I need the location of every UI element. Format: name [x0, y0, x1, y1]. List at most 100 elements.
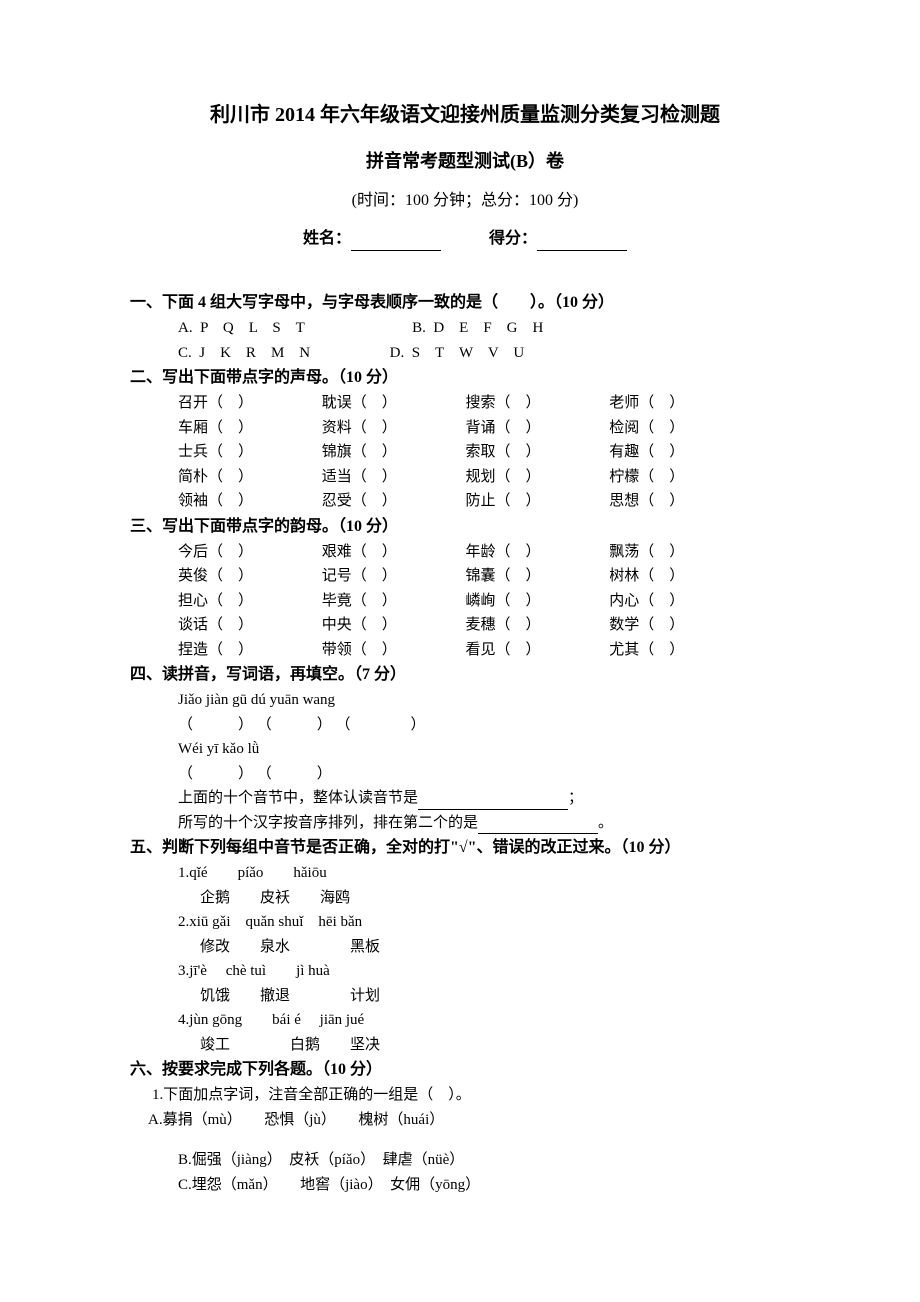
q4-heading: 四、读拼音，写词语，再填空。（7 分） — [130, 663, 800, 687]
q2-word: 检阅（ ） — [609, 417, 684, 440]
q2-word: 简朴（ ） — [178, 466, 318, 489]
q2-word: 士兵（ ） — [178, 441, 318, 464]
q2-word: 规划（ ） — [466, 466, 606, 489]
q4-pinyin: yuān wang — [270, 692, 335, 708]
q2-word: 锦旗（ ） — [322, 441, 462, 464]
q5-heading: 五、判断下列每组中音节是否正确，全对的打"√"、错误的改正过来。（10 分） — [130, 836, 800, 860]
q2-row: 士兵（ ） 锦旗（ ） 索取（ ） 有趣（ ） — [130, 441, 800, 464]
q4-line1-text: 上面的十个音节中，整体认读音节是 — [178, 790, 418, 806]
q4-pinyin: kǎo lǜ — [222, 741, 259, 757]
q4-pinyin: Jiǎo jiàn — [178, 692, 228, 708]
q4-blank-row2: （ ） （ ） — [130, 763, 800, 786]
q5-item4-pinyin: 4.jùn gōng bái é jiān jué — [130, 1009, 800, 1032]
q5-item1-pinyin: 1.qǐé píǎo hǎiōu — [130, 862, 800, 885]
q2-row: 车厢（ ） 资料（ ） 背诵（ ） 检阅（ ） — [130, 417, 800, 440]
q3-row: 英俊（ ） 记号（ ） 锦囊（ ） 树林（ ） — [130, 565, 800, 588]
q3-word: 内心（ ） — [609, 590, 684, 613]
q2-row: 领袖（ ） 忍受（ ） 防止（ ） 思想（ ） — [130, 490, 800, 513]
q3-word: 担心（ ） — [178, 590, 318, 613]
q1-row2: C. J K R M N D. S T W V U — [130, 342, 800, 365]
q2-word: 搜索（ ） — [466, 392, 606, 415]
q2-row: 简朴（ ） 适当（ ） 规划（ ） 柠檬（ ） — [130, 466, 800, 489]
q5-item3-hanzi: 饥饿 撤退 计划 — [130, 985, 800, 1008]
q3-word: 麦穗（ ） — [466, 614, 606, 637]
q3-word: 谈话（ ） — [178, 614, 318, 637]
q3-word: 数学（ ） — [609, 614, 684, 637]
q1-optA: P Q L S T — [200, 320, 304, 336]
q2-word: 领袖（ ） — [178, 490, 318, 513]
q3-word: 毕竟（ ） — [322, 590, 462, 613]
q2-row: 召开（ ） 耽误（ ） 搜索（ ） 老师（ ） — [130, 392, 800, 415]
q3-row: 担心（ ） 毕竟（ ） 嶙峋（ ） 内心（ ） — [130, 590, 800, 613]
q3-word: 英俊（ ） — [178, 565, 318, 588]
q2-word: 适当（ ） — [322, 466, 462, 489]
q3-word: 年龄（ ） — [466, 541, 606, 564]
q1-optD: S T W V U — [412, 345, 525, 361]
q4-line2: 所写的十个汉字按音序排列，排在第二个的是 。 — [130, 812, 800, 835]
q2-word: 背诵（ ） — [466, 417, 606, 440]
q5-item2-hanzi: 修改 泉水 黑板 — [130, 936, 800, 959]
q4-line2-text: 所写的十个汉字按音序排列，排在第二个的是 — [178, 815, 478, 831]
q2-word: 防止（ ） — [466, 490, 606, 513]
q2-word: 思想（ ） — [609, 490, 684, 513]
q6-optB: B.倔强（jiàng） 皮袄（píǎo） 肆虐（nüè） — [130, 1149, 800, 1172]
q3-heading: 三、写出下面带点字的韵母。（10 分） — [130, 515, 800, 539]
q3-row: 谈话（ ） 中央（ ） 麦穗（ ） 数学（ ） — [130, 614, 800, 637]
q4-line1: 上面的十个音节中，整体认读音节是； — [130, 787, 800, 810]
q4-line1-blank[interactable] — [418, 793, 568, 810]
q1-optD-label: D. — [390, 345, 405, 361]
q1-heading: 一、下面 4 组大写字母中，与字母表顺序一致的是（ ）。（10 分） — [130, 291, 800, 315]
q3-word: 中央（ ） — [322, 614, 462, 637]
time-score-info: (时间：100 分钟；总分：100 分) — [130, 189, 800, 213]
q4-blank[interactable]: （ ） — [178, 766, 253, 782]
q3-word: 飘荡（ ） — [609, 541, 684, 564]
q2-word: 忍受（ ） — [322, 490, 462, 513]
q5-item2-pinyin: 2.xiū gǎi quǎn shuǐ hēi bǎn — [130, 911, 800, 934]
score-label: 得分： — [489, 230, 537, 247]
q4-blank[interactable]: （ ） — [257, 766, 332, 782]
score-blank[interactable] — [537, 234, 627, 251]
q2-word: 索取（ ） — [466, 441, 606, 464]
q5-item4-hanzi: 竣工 白鹅 坚决 — [130, 1034, 800, 1057]
q4-blank[interactable]: （ ） — [178, 717, 253, 733]
q2-heading: 二、写出下面带点字的声母。（10 分） — [130, 366, 800, 390]
q4-line2-end: 。 — [598, 815, 613, 831]
q2-word: 车厢（ ） — [178, 417, 318, 440]
q3-word: 看见（ ） — [466, 639, 606, 662]
q6-sub1: 1.下面加点字词，注音全部正确的一组是（ ）。 — [130, 1084, 800, 1107]
q1-optA-label: A. — [178, 320, 193, 336]
q3-row: 捏造（ ） 带领（ ） 看见（ ） 尤其（ ） — [130, 639, 800, 662]
q6-heading: 六、按要求完成下列各题。（10 分） — [130, 1058, 800, 1082]
q3-row: 今后（ ） 艰难（ ） 年龄（ ） 飘荡（ ） — [130, 541, 800, 564]
q4-pinyin-row1: Jiǎo jiàn gū dú yuān wang — [130, 689, 800, 712]
q2-word: 老师（ ） — [609, 392, 684, 415]
name-label: 姓名： — [303, 230, 351, 247]
q2-word: 柠檬（ ） — [609, 466, 684, 489]
q4-pinyin: Wéi yī — [178, 741, 218, 757]
q3-word: 嶙峋（ ） — [466, 590, 606, 613]
q3-word: 树林（ ） — [609, 565, 684, 588]
q2-word: 耽误（ ） — [322, 392, 462, 415]
q4-blank[interactable]: （ ） — [336, 717, 426, 733]
q2-word: 有趣（ ） — [609, 441, 684, 464]
q1-row1: A. P Q L S T B. D E F G H — [130, 317, 800, 340]
main-title: 利川市 2014 年六年级语文迎接州质量监测分类复习检测题 — [130, 100, 800, 130]
q1-optB: D E F G H — [433, 320, 543, 336]
q3-word: 捏造（ ） — [178, 639, 318, 662]
name-score-line: 姓名： 得分： — [130, 227, 800, 251]
q4-line2-blank[interactable] — [478, 817, 598, 834]
q3-word: 带领（ ） — [322, 639, 462, 662]
q1-optC: J K R M N — [199, 345, 310, 361]
q1-optB-label: B. — [412, 320, 426, 336]
q3-word: 锦囊（ ） — [466, 565, 606, 588]
q2-word: 资料（ ） — [322, 417, 462, 440]
q5-item1-hanzi: 企鹅 皮袄 海鸥 — [130, 887, 800, 910]
q4-blank[interactable]: （ ） — [257, 717, 332, 733]
q3-word: 艰难（ ） — [322, 541, 462, 564]
q3-word: 今后（ ） — [178, 541, 318, 564]
q4-pinyin-row2: Wéi yī kǎo lǜ — [130, 738, 800, 761]
name-blank[interactable] — [351, 234, 441, 251]
q6-optA: A.募捐（mù） 恐惧（jù） 槐树（huái） — [130, 1109, 800, 1132]
q5-item3-pinyin: 3.jī'è chè tuì jì huà — [130, 960, 800, 983]
q1-optC-label: C. — [178, 345, 192, 361]
